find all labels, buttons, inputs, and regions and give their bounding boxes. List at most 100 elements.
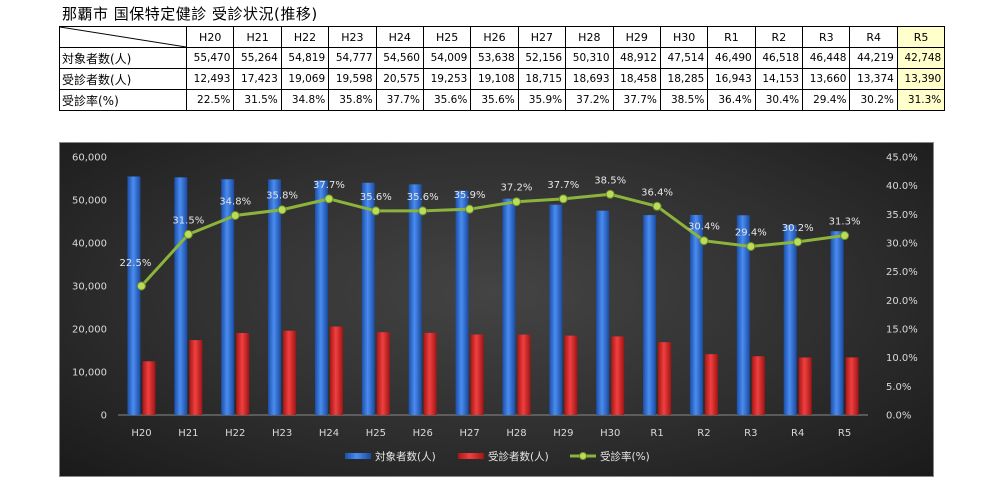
x-tick-label: H21 [178, 428, 198, 439]
table-header-row: H20 H21 H22 H23 H24 H25 H26 H27 H28 H29 H30 R1 R2 R3 R… [59, 26, 946, 48]
table-cell: 22.5% [185, 89, 235, 111]
bar-examinee-count [658, 342, 672, 415]
table-cell: 17,423 [233, 68, 282, 90]
rate-point [840, 231, 850, 241]
table-cell: 12,493 [185, 68, 235, 90]
y-right-tick-label: 35.0% [886, 210, 918, 221]
table-cell: 55,264 [233, 47, 282, 69]
column-header: H20 [185, 26, 235, 48]
table-cell: 19,069 [280, 68, 330, 90]
y-right-tick-label: 20.0% [886, 296, 918, 307]
bar-target-count [736, 215, 750, 415]
bar-examinee-count [704, 354, 718, 415]
legend-swatch [458, 453, 484, 459]
table-cell: 30.4% [754, 89, 804, 111]
table-row: 受診率(%) 22.5% 31.5% 34.8% 35.8% 37.7% 35.6% 35.6… [59, 89, 946, 111]
table-cell: 34.8% [280, 89, 330, 111]
bar-examinee-count [423, 332, 437, 415]
bar-examinee-count [283, 330, 297, 415]
bar-target-count [174, 177, 188, 415]
rate-data-label: 34.8% [219, 196, 251, 207]
rate-point [183, 229, 193, 239]
table-cell: 44,219 [849, 47, 898, 69]
table-cell: 13,390 [896, 68, 946, 90]
legend-label: 受診率(%) [600, 450, 650, 463]
bar-examinee-count [517, 334, 531, 415]
x-tick-label: R3 [744, 428, 757, 439]
table-cell: 50,310 [565, 47, 614, 69]
table-cell: 55,470 [185, 47, 235, 69]
row-label: 受診者数(人) [59, 68, 187, 90]
table-row: 受診者数(人) 12,493 17,423 19,069 19,598 20,575 19,… [59, 68, 946, 90]
rate-data-label: 31.5% [172, 215, 204, 226]
table-cell: 37.2% [565, 89, 614, 111]
rate-point [793, 237, 803, 247]
x-tick-label: R2 [697, 428, 710, 439]
x-tick-label: H30 [600, 428, 620, 439]
table-cell: 19,253 [422, 68, 472, 90]
table-cell: 37.7% [612, 89, 661, 111]
table-cell: 35.6% [422, 89, 472, 111]
x-tick-label: H27 [459, 428, 479, 439]
y-right-tick-label: 45.0% [886, 153, 918, 164]
rate-point [277, 205, 287, 215]
y-left-tick-label: 30,000 [72, 282, 107, 293]
bar-examinee-count [329, 326, 343, 415]
rate-point [746, 241, 756, 251]
table-cell: 13,660 [802, 68, 851, 90]
rate-data-label: 30.2% [782, 223, 814, 234]
rate-point [465, 204, 475, 214]
rate-data-label: 35.6% [360, 192, 392, 203]
bar-examinee-count [470, 334, 484, 415]
rate-data-label: 35.8% [266, 191, 298, 202]
bar-target-count [549, 204, 563, 415]
rate-data-label: 37.2% [501, 183, 533, 194]
row-label: 受診率(%) [59, 89, 187, 111]
table-row: 対象者数(人) 55,470 55,264 54,819 54,777 54,560 54,… [59, 47, 946, 69]
legend-label: 対象者数(人) [375, 450, 436, 463]
bar-examinee-count [798, 357, 812, 415]
bar-target-count [502, 198, 516, 415]
rate-data-label: 35.6% [407, 192, 439, 203]
table-cell: 35.6% [470, 89, 519, 111]
table-cell: 16,943 [707, 68, 756, 90]
combo-chart: 0 10,000 20,000 30,000 40,000 50,000 60,000 0.0… [72, 153, 918, 464]
y-right-tick-label: 30.0% [886, 239, 918, 250]
x-tick-label: H23 [272, 428, 292, 439]
column-header: R2 [754, 26, 804, 48]
y-left-tick-label: 10,000 [72, 368, 107, 379]
table-cell: 18,715 [517, 68, 567, 90]
table-cell: 18,693 [565, 68, 614, 90]
table-cell: 46,518 [754, 47, 804, 69]
data-table: H20 H21 H22 H23 H24 H25 H26 H27 H28 H29 H30 R1 R2 R3 R… [59, 26, 946, 111]
bar-examinee-count [564, 335, 578, 415]
bar-target-count [689, 214, 703, 415]
rate-line [140, 192, 845, 288]
table-cell: 37.7% [375, 89, 424, 111]
bar-examinee-count [751, 356, 765, 415]
rate-point [371, 206, 381, 216]
table-cell: 13,374 [849, 68, 898, 90]
table-cell: 20,575 [375, 68, 424, 90]
bar-target-count [830, 231, 844, 415]
rate-data-label: 35.9% [454, 190, 486, 201]
table-cell: 19,108 [470, 68, 519, 90]
bar-target-count [361, 182, 375, 415]
legend-swatch [345, 453, 371, 459]
rate-point [605, 189, 615, 199]
table-cell: 46,448 [802, 47, 851, 69]
y-right-tick-label: 5.0% [886, 382, 911, 393]
bar-target-count [643, 215, 657, 415]
table-cell: 47,514 [659, 47, 709, 69]
table-cell: 53,638 [470, 47, 519, 69]
column-header: H28 [565, 26, 614, 48]
table-cell: 52,156 [517, 47, 567, 69]
rate-point [699, 236, 709, 246]
rate-data-label: 31.3% [829, 217, 861, 228]
table-cell: 54,009 [422, 47, 472, 69]
row-label: 対象者数(人) [59, 47, 187, 69]
column-header: R3 [802, 26, 851, 48]
table-cell: 54,819 [280, 47, 330, 69]
table-cell: 38.5% [659, 89, 709, 111]
bar-target-count [408, 184, 422, 415]
